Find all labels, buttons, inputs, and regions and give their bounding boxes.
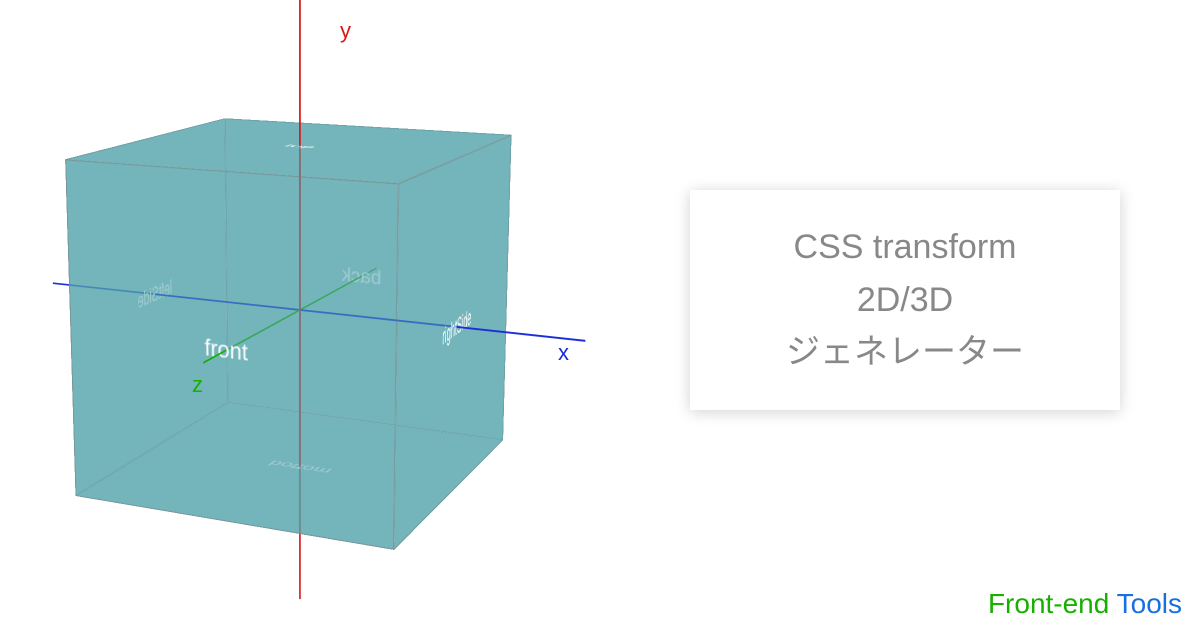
card-line-1: CSS transform [794,221,1017,274]
brand-word-1: Front-end [988,588,1109,619]
card-line-3: ジェネレーター [786,326,1024,379]
face-label-front: front [204,334,248,367]
cube-face-front: front [65,159,399,550]
title-card: CSS transform 2D/3D ジェネレーター [690,190,1120,410]
axis-z-label: z [192,372,203,398]
brand-word-2: Tools [1117,588,1182,619]
axis-y-label: y [340,18,351,44]
cube-face-right: rightSide [394,135,511,550]
cube-stage: front back leftSide rightSide top bottom [0,0,600,630]
card-line-2: 2D/3D [857,274,953,327]
brand-label: Front-end Tools [988,588,1182,620]
axis-x-label: x [558,340,569,366]
